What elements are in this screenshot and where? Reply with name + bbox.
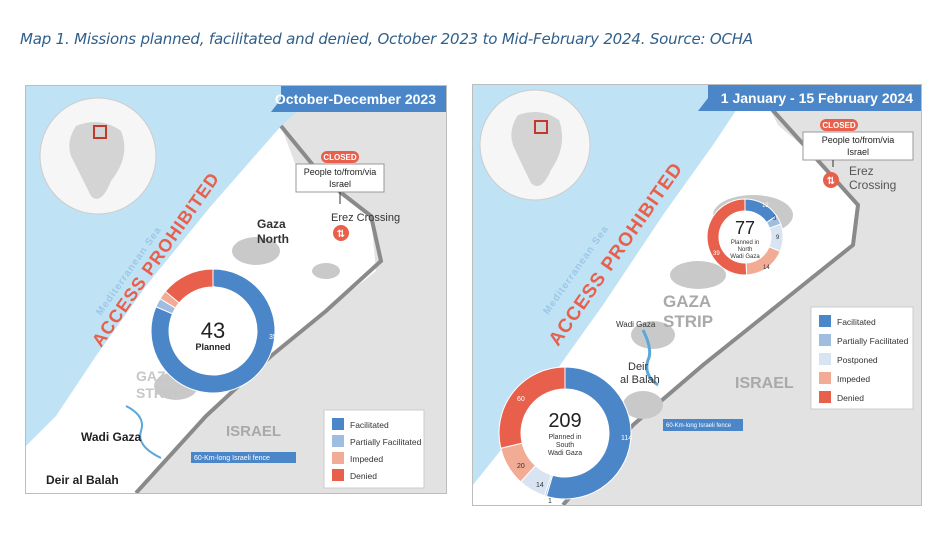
south-value-facilitated: 114 (621, 435, 632, 442)
legend-swatch-denied (332, 469, 344, 481)
north-missions-donut-chart (706, 198, 784, 276)
south-value-postponed: 14 (536, 482, 544, 489)
map-jan-feb-2024: 1 January - 15 February 2024 Mediterrane… (472, 84, 922, 506)
south-value-denied: 60 (517, 396, 525, 403)
closed-badge (321, 151, 359, 163)
legend-label-partially_facilitated: Partially Facilitated (350, 437, 422, 447)
legend-label-denied: Denied (837, 393, 864, 403)
svg-text:ISRAEL: ISRAEL (226, 423, 281, 440)
north-value-denied: 39 (713, 251, 720, 257)
svg-text:STRIP: STRIP (663, 312, 713, 331)
donut-segment-facilitated (150, 268, 276, 394)
legend-swatch-impeded (819, 372, 831, 384)
donut-hole (169, 287, 257, 375)
value-label-denied: 6 (212, 286, 216, 293)
legend-label-facilitated: Facilitated (837, 317, 876, 327)
figure-caption: Map 1. Missions planned, facilitated and… (20, 30, 753, 48)
crossing-name: Erez Crossing (331, 212, 400, 224)
fence-label: 60-Km-long Israeli fence (663, 419, 743, 431)
north-value-facilitated: 12 (762, 203, 769, 209)
north-value-partial: 3 (773, 216, 777, 222)
north-total: 77 (735, 218, 755, 238)
svg-text:STRIP: STRIP (136, 385, 177, 401)
svg-text:GAZA: GAZA (663, 292, 711, 311)
svg-text:60-Km-long Israeli fence: 60-Km-long Israeli fence (194, 455, 270, 462)
legend-label-postponed: Postponed (837, 355, 878, 365)
crossing-name: Erez (849, 164, 874, 178)
svg-text:⇅: ⇅ (827, 176, 835, 187)
period-label: 1 January - 15 February 2024 (721, 90, 913, 106)
location-marker (93, 125, 107, 139)
legend: Facilitated Partially Facilitated Impeded D… (323, 409, 425, 489)
south-value-impeded: 20 (517, 463, 525, 470)
legend-label-impeded: Impeded (350, 454, 383, 464)
period-label: October-December 2023 (275, 91, 436, 107)
donut-center-label: Planned (195, 342, 230, 352)
location-marker (534, 120, 548, 134)
erez-crossing-callout: CLOSED People to/from/via Israel ⇅ Erez … (295, 151, 400, 241)
svg-text:South: South (556, 442, 574, 449)
svg-text:Planned in: Planned in (548, 434, 581, 441)
svg-text:Crossing: Crossing (849, 178, 896, 192)
svg-text:Wadi Gaza: Wadi Gaza (548, 450, 582, 457)
svg-text:North: North (257, 232, 289, 246)
svg-text:Planned in: Planned in (731, 240, 759, 246)
legend-swatch-denied (819, 391, 831, 403)
svg-text:ISRAEL: ISRAEL (735, 375, 794, 392)
north-value-impeded: 14 (763, 265, 770, 271)
period-banner: 1 January - 15 February 2024 (698, 85, 921, 111)
svg-text:Wadi Gaza: Wadi Gaza (730, 254, 760, 260)
crossing-icon (333, 225, 349, 241)
svg-text:Gaza: Gaza (257, 217, 286, 231)
svg-text:North: North (738, 247, 753, 253)
legend: Facilitated Partially Facilitated Postpone… (810, 306, 914, 410)
value-label-facilitated: 35 (269, 334, 277, 341)
fence-label: 60-Km-long Israeli fence (191, 452, 296, 463)
svg-text:Deir: Deir (628, 361, 649, 373)
period-banner: October-December 2023 (271, 86, 446, 112)
donut-hole (719, 211, 771, 263)
legend-swatch-facilitated (819, 315, 831, 327)
svg-text:al Balah: al Balah (620, 374, 660, 386)
legend-swatch-partially_facilitated (332, 435, 344, 447)
svg-text:CLOSED: CLOSED (822, 121, 856, 130)
crossing-icon (823, 172, 839, 188)
legend-label-impeded: Impeded (837, 374, 870, 384)
globe-inset (479, 89, 591, 201)
north-value-postponed: 9 (776, 235, 780, 241)
map-oct-dec-2023: October-December 2023 Mediterranean Sea … (25, 85, 447, 494)
closed-badge (820, 119, 858, 131)
svg-text:Wadi Gaza: Wadi Gaza (616, 320, 656, 329)
wadi-river (641, 329, 659, 387)
legend-swatch-facilitated (332, 418, 344, 430)
legend-label-denied: Denied (350, 471, 377, 481)
south-value-partial: 1 (548, 498, 552, 505)
svg-text:Israel: Israel (329, 179, 351, 189)
missions-donut-chart (150, 268, 276, 394)
svg-text:⇅: ⇅ (337, 229, 345, 240)
donut-total: 43 (201, 318, 225, 343)
legend-swatch-partially_facilitated (819, 334, 831, 346)
legend-label-partially_facilitated: Partially Facilitated (837, 336, 909, 346)
legend-swatch-postponed (819, 353, 831, 365)
svg-text:CLOSED: CLOSED (323, 153, 357, 162)
svg-text:People to/from/via: People to/from/via (822, 135, 895, 145)
svg-text:Wadi Gaza: Wadi Gaza (81, 430, 142, 444)
legend-swatch-impeded (332, 452, 344, 464)
donut-hole (521, 389, 609, 477)
south-missions-donut-chart (498, 366, 632, 500)
legend-label-facilitated: Facilitated (350, 420, 389, 430)
svg-text:Deir al Balah: Deir al Balah (46, 473, 119, 487)
svg-text:60-Km-long Israeli fence: 60-Km-long Israeli fence (666, 423, 732, 429)
svg-text:Israel: Israel (847, 147, 869, 157)
globe-inset (39, 97, 157, 215)
erez-crossing-callout: CLOSED People to/from/via Israel ⇅ Erez … (802, 119, 914, 192)
svg-text:People to/from/via: People to/from/via (304, 167, 377, 177)
south-total: 209 (548, 410, 581, 432)
wadi-river (125, 405, 162, 459)
svg-text:GAZA: GAZA (136, 368, 176, 384)
